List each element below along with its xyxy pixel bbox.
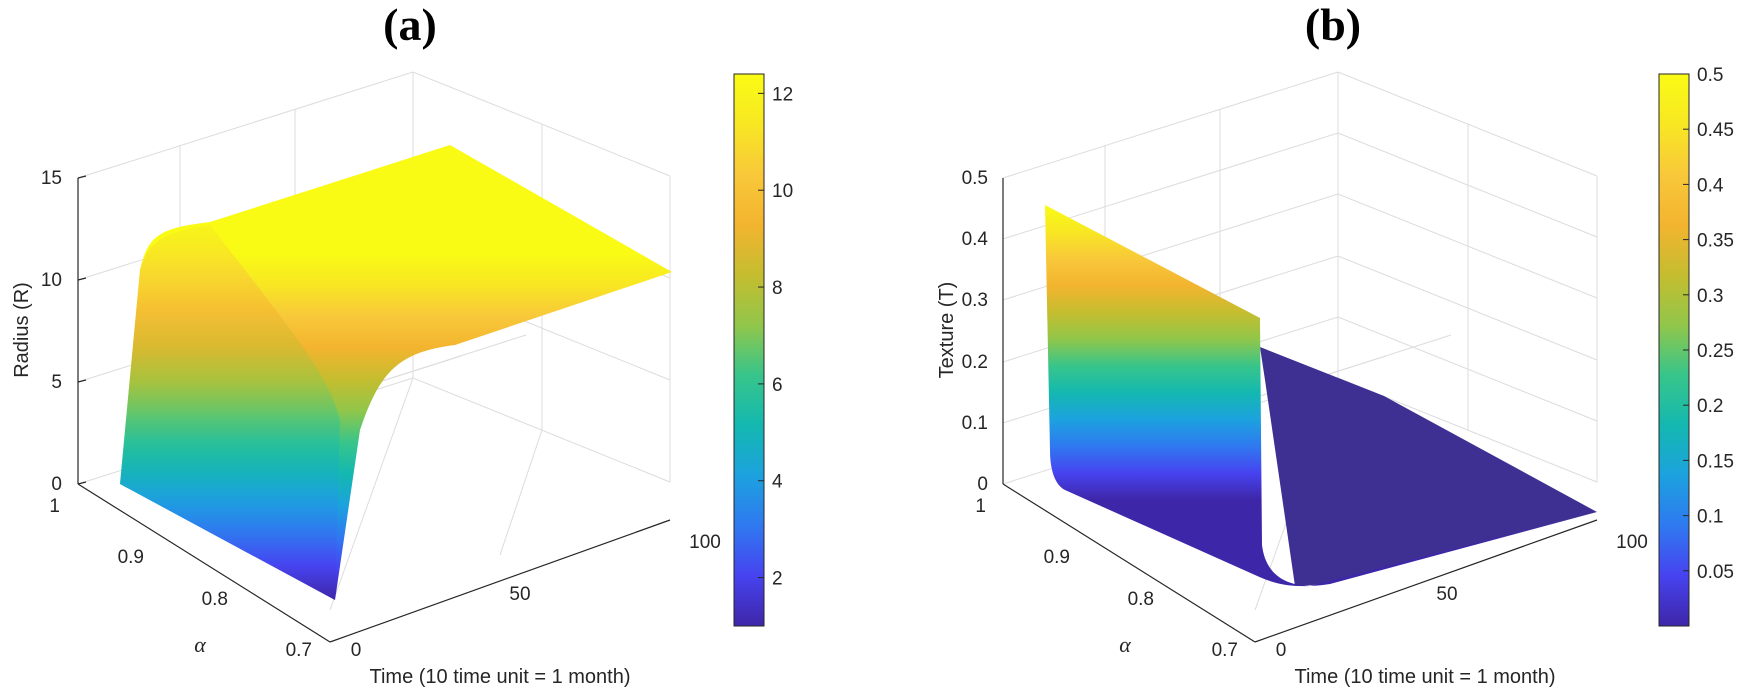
panel-b-x-ticks: 0 50 100: [1276, 532, 1648, 661]
panel-a-x-tick: 0: [351, 640, 362, 661]
panel-b-colorbar-tick-label: 0.25: [1697, 341, 1734, 362]
panel-b: (b) 0.5 0.4 0.3 0.2: [936, 0, 1734, 688]
panel-b-y-ticks: 1 0.9 0.8 0.7: [975, 496, 1238, 661]
panel-b-x-tick: 100: [1616, 532, 1648, 553]
panel-b-colorbar-tick-label: 0.45: [1697, 120, 1734, 141]
panel-a-y-axis: [77, 483, 331, 643]
panel-b-colorbar-tick-label: 0.35: [1697, 231, 1734, 252]
panel-a-colorbar-tick-label: 12: [772, 84, 793, 105]
panel-a-y-ticks: 1 0.9 0.8 0.7: [49, 496, 312, 661]
panel-a-y-tick: 1: [49, 496, 60, 517]
panel-a-z-tick: 5: [51, 372, 62, 393]
panel-b-x-axis: [1254, 519, 1598, 643]
panel-a-z-tick: 0: [51, 474, 62, 495]
panel-b-y-tick: 1: [975, 496, 986, 517]
panel-a-y-tick: 0.7: [286, 640, 312, 661]
panel-a-y-tick: 0.9: [118, 547, 144, 568]
panel-a-colorbar: 2 4 6 8 10 12: [733, 73, 793, 627]
panel-a-x-tick: 50: [509, 584, 530, 605]
panel-b-surface-wall: [1045, 205, 1597, 587]
panel-b-z-tick: 0: [977, 474, 988, 495]
panel-b-y-tick: 0.8: [1128, 589, 1154, 610]
panel-b-colorbar-tick-label: 0.3: [1697, 286, 1723, 307]
panel-a-label: (a): [383, 0, 437, 50]
panel-b-colorbar: 0.05 0.1 0.15 0.2 0.25 0.3 0.35 0.4 0.45 0.5: [1658, 65, 1734, 627]
panel-b-z-ticks: 0.5 0.4 0.3 0.2 0.1 0: [962, 168, 989, 495]
panel-b-colorbar-tick-label: 0.4: [1697, 175, 1724, 196]
panel-a-colorbar-tick-label: 2: [772, 569, 783, 590]
panel-a-colorbar-tick-label: 4: [772, 472, 783, 493]
panel-a-colorbar-tick-label: 10: [772, 181, 793, 202]
panel-b-y-tick: 0.7: [1212, 640, 1238, 661]
panel-b-y-axis: [1002, 483, 1256, 643]
panel-b-surface-floor: [1260, 347, 1597, 586]
panel-b-colorbar-tick-label: 0.05: [1697, 562, 1734, 583]
panel-b-x-tick: 0: [1276, 640, 1287, 661]
panel-b-z-tick: 0.4: [962, 229, 989, 250]
panel-a-x-label: Time (10 time unit = 1 month): [369, 666, 630, 688]
panel-a-z-tick: 15: [41, 168, 62, 189]
panel-a-y-label: α: [194, 632, 206, 657]
panel-b-colorbar-tick-label: 0.1: [1697, 507, 1723, 528]
panel-a-z-tick: 10: [41, 270, 62, 291]
panel-b-z-tick: 0.2: [962, 352, 988, 373]
panel-b-x-label: Time (10 time unit = 1 month): [1294, 666, 1555, 688]
panel-b-y-label: α: [1119, 632, 1131, 657]
panel-a-x-tick: 100: [689, 532, 721, 553]
panel-a-surface-front: [120, 225, 340, 600]
panel-b-colorbar-tick-label: 0.5: [1697, 65, 1723, 86]
panel-a-colorbar-gradient: [734, 74, 764, 626]
panel-b-label: (b): [1305, 0, 1361, 50]
panel-b-z-label: Texture (T): [936, 282, 958, 379]
panel-b-colorbar-tick-label: 0.2: [1697, 396, 1723, 417]
panel-a: (a) 15: [11, 0, 793, 688]
panel-a-x-axis: [329, 519, 671, 643]
panel-b-colorbar-tick-label: 0.15: [1697, 451, 1734, 472]
panel-a-y-tick: 0.8: [202, 589, 228, 610]
panel-a-z-ticks: 15 10 5 0: [41, 168, 87, 495]
panel-b-x-tick: 50: [1436, 584, 1457, 605]
panel-a-colorbar-tick-label: 8: [772, 278, 783, 299]
panel-b-z-tick: 0.5: [962, 168, 988, 189]
panel-a-colorbar-tick-label: 6: [772, 375, 783, 396]
panel-b-z-tick: 0.3: [962, 290, 988, 311]
panel-b-z-tick: 0.1: [962, 413, 988, 434]
panel-a-x-ticks: 0 50 100: [351, 532, 721, 661]
panel-b-y-tick: 0.9: [1044, 547, 1070, 568]
panel-a-z-label: Radius (R): [11, 282, 33, 378]
